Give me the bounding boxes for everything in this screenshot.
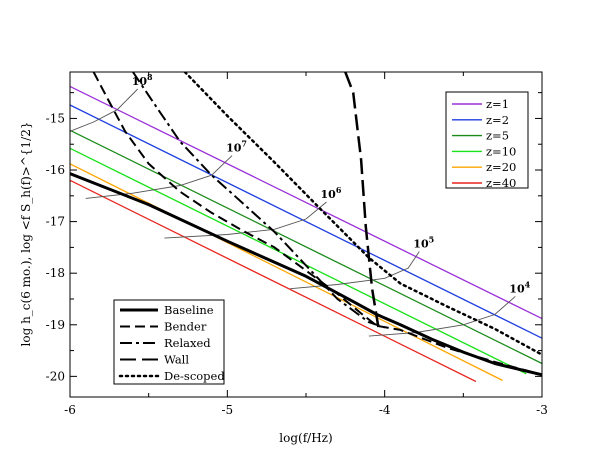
legend-label-z-10: z=10	[486, 144, 516, 158]
legend-label-bender: Bender	[164, 320, 207, 334]
legend-label-de-scoped: De-scoped	[164, 369, 225, 383]
series-line-z-1	[70, 85, 542, 320]
legend-sources: z=1 z=2 z=5z=10 z=20 z=40	[445, 91, 529, 190]
series-line-z-10	[70, 147, 527, 375]
mass-label-10-6: 106	[321, 185, 342, 201]
legend-label-z-5: z=5	[486, 129, 509, 143]
legend-label-z-20: z=20	[486, 160, 516, 174]
legend-label-z-40: z=40	[486, 176, 516, 190]
y-tick-label: -16	[46, 163, 65, 177]
y-tick-label: -15	[46, 111, 65, 125]
curve-de-scoped	[183, 72, 542, 356]
sensitivity-curve-group	[70, 72, 542, 377]
y-axis-label: log h_c(6 mo.), log <f S_h(f)>^{1/2}	[19, 122, 33, 347]
series-line-z-20	[70, 163, 503, 382]
y-tick-label: -20	[46, 369, 65, 383]
mass-track-10-7	[85, 155, 233, 199]
x-tick-label: -3	[536, 403, 548, 417]
mass-label-10-8: 108	[132, 72, 153, 88]
x-tick-label: -6	[64, 403, 76, 417]
curve-bender	[92, 72, 542, 376]
curve-wall	[344, 72, 380, 328]
legend-curves-box	[113, 299, 225, 385]
x-tick-label: -5	[221, 403, 233, 417]
axis-ticks: -6 -5 -4 -3 -15 -16 -17 -18 -19 -20	[46, 72, 548, 417]
series-line-z-40	[70, 179, 477, 383]
legend-sources-box	[445, 91, 529, 189]
legend-label-z-2: z=2	[486, 113, 509, 127]
legend-label-relaxed: Relaxed	[164, 336, 211, 350]
mass-label-10-7: 107	[226, 139, 247, 155]
y-tick-label: -17	[46, 215, 65, 229]
mass-track-10-4	[368, 296, 516, 337]
x-axis-label: log(f/Hz)	[279, 431, 332, 445]
mass-track-10-8	[70, 88, 139, 132]
mass-track-10-6	[164, 201, 327, 239]
series-line-z-2	[70, 104, 542, 339]
source-series-group	[70, 85, 542, 383]
y-tick-label: -18	[46, 266, 65, 280]
legend-label-wall: Wall	[164, 353, 189, 367]
legend-label-baseline: Baseline	[164, 303, 214, 317]
x-tick-label: -4	[379, 403, 391, 417]
mass-label-group: 108 107 106 105 104	[132, 72, 531, 295]
mass-label-10-4: 104	[509, 279, 530, 295]
curve-relaxed	[132, 72, 386, 329]
legend-label-z-1: z=1	[486, 97, 509, 111]
y-tick-label: -19	[46, 318, 65, 332]
legend-curves: Baseline Bender Relaxed Wall De-scoped	[113, 299, 225, 385]
mass-label-10-5: 105	[413, 235, 434, 251]
